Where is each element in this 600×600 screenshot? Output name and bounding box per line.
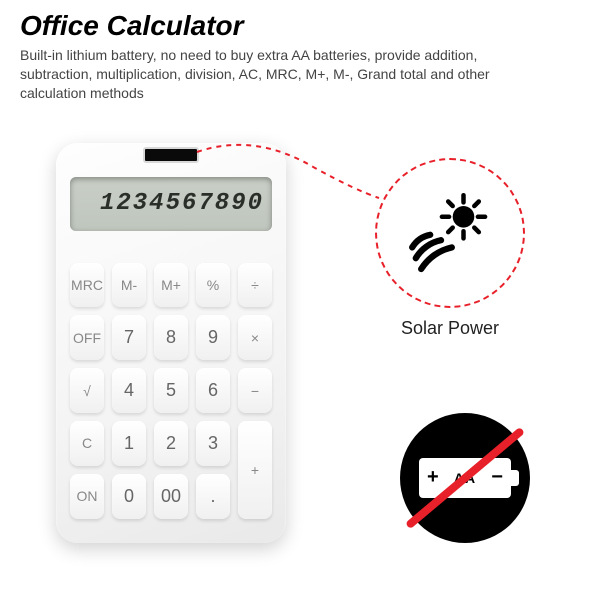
solar-callout-circle xyxy=(375,158,525,308)
key-c: C xyxy=(70,421,104,466)
key-√: √ xyxy=(70,368,104,413)
key-2: 2 xyxy=(154,421,188,466)
solar-power-icon xyxy=(405,188,495,278)
keypad: MRCM-M+%÷OFF789×√456−C123+ON000. xyxy=(70,263,272,519)
key-÷: ÷ xyxy=(238,263,272,308)
key-6: 6 xyxy=(196,368,230,413)
key-m+: M+ xyxy=(154,263,188,308)
key-1: 1 xyxy=(112,421,146,466)
solar-callout-label: Solar Power xyxy=(375,318,525,339)
key-+: + xyxy=(238,421,272,519)
key-5: 5 xyxy=(154,368,188,413)
key-0: 0 xyxy=(112,474,146,519)
solar-panel xyxy=(143,147,199,163)
key-00: 00 xyxy=(154,474,188,519)
battery-plus: + xyxy=(427,466,439,489)
description-text: Built-in lithium battery, no need to buy… xyxy=(0,46,560,103)
calculator-display: 1234567890 xyxy=(70,177,272,231)
key-on: ON xyxy=(70,474,104,519)
key-off: OFF xyxy=(70,315,104,360)
key-mrc: MRC xyxy=(70,263,104,308)
battery-minus: − xyxy=(491,466,503,489)
key-8: 8 xyxy=(154,315,188,360)
key-9: 9 xyxy=(196,315,230,360)
key-7: 7 xyxy=(112,315,146,360)
key-3: 3 xyxy=(196,421,230,466)
key-%: % xyxy=(196,263,230,308)
key-4: 4 xyxy=(112,368,146,413)
key-.: . xyxy=(196,474,230,519)
product-stage: 1234567890 MRCM-M+%÷OFF789×√456−C123+ON0… xyxy=(0,103,600,593)
calculator-body: 1234567890 MRCM-M+%÷OFF789×√456−C123+ON0… xyxy=(56,143,286,543)
page-title: Office Calculator xyxy=(0,0,600,46)
key-×: × xyxy=(238,315,272,360)
no-battery-badge: + AA − xyxy=(400,413,530,543)
key-−: − xyxy=(238,368,272,413)
key-m-: M- xyxy=(112,263,146,308)
